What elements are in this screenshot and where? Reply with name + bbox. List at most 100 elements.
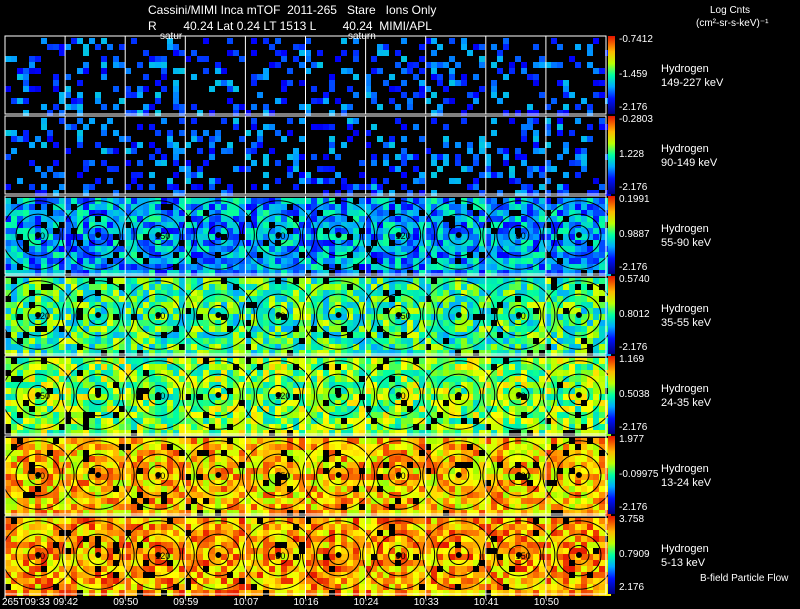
- contour-ring: [15, 293, 61, 337]
- panel-species-label: Hydrogen: [661, 543, 709, 555]
- contour-ring: [496, 213, 542, 257]
- colorbar-min-label: -2.176: [619, 102, 648, 113]
- colorbar-mid-label: 1.228: [619, 149, 645, 160]
- colorbar-mid-label: -1.459: [619, 69, 648, 80]
- contour-ring: [181, 200, 255, 270]
- colorbar-min-label: -2.176: [619, 262, 648, 273]
- contour-label: 60: [155, 391, 165, 401]
- colorbar-max-label: 0.1991: [619, 194, 650, 205]
- colorbar-3: [608, 196, 615, 274]
- time-tick-label: 09:50: [113, 597, 139, 608]
- contour-ring: [87, 545, 109, 565]
- time-tick-label: 10:24: [353, 597, 379, 608]
- contour-ring: [316, 293, 362, 337]
- flow-center-dot: [35, 232, 42, 238]
- contour-ring: [362, 520, 436, 590]
- contour-ring: [135, 373, 181, 417]
- contour-ring: [1, 200, 75, 270]
- contour-ring: [422, 520, 496, 590]
- contour-ring: [147, 225, 169, 245]
- contour-ring: [362, 440, 436, 510]
- contour-label: 120: [275, 391, 290, 401]
- contour-label: 30: [275, 551, 285, 561]
- contour-ring: [241, 280, 315, 350]
- contour-ring: [255, 373, 301, 417]
- flow-center-dot: [395, 232, 402, 238]
- contour-ring: [482, 520, 556, 590]
- contour-ring: [316, 213, 362, 257]
- contour-label: 150: [155, 231, 170, 241]
- contour-label: 150: [516, 551, 531, 561]
- flow-center-dot: [395, 552, 402, 558]
- colorbar-5: [608, 356, 615, 434]
- contour-ring: [27, 225, 49, 245]
- contour-ring: [255, 213, 301, 257]
- contour-ring: [448, 225, 470, 245]
- units-label: Log Cnts: [710, 5, 751, 16]
- colorbar-1: [608, 36, 615, 114]
- contour-ring: [1, 280, 75, 350]
- panel-energy-label: 5-13 keV: [661, 557, 706, 569]
- contour-ring: [508, 545, 530, 565]
- contour-ring: [568, 465, 590, 485]
- contour-ring: [376, 213, 422, 257]
- contour-ring: [147, 385, 169, 405]
- time-tick-label: 265T09:33: [2, 597, 50, 608]
- contour-ring: [267, 305, 289, 325]
- contour-ring: [207, 385, 229, 405]
- flow-center-dot: [395, 472, 402, 478]
- flow-center-dot: [275, 472, 282, 478]
- contour-ring: [267, 465, 289, 485]
- flow-center-dot: [95, 392, 102, 398]
- contour-ring: [436, 293, 482, 337]
- contour-ring: [496, 453, 542, 497]
- time-tick-label: 10:16: [293, 597, 319, 608]
- contour-ring: [135, 453, 181, 497]
- units-sublabel: (cm²-sr-s-keV)⁻¹: [696, 18, 769, 29]
- flow-center-dot: [335, 232, 342, 238]
- panel-species-label: Hydrogen: [661, 303, 709, 315]
- contour-ring: [302, 280, 376, 350]
- contour-ring: [135, 293, 181, 337]
- colorbar-max-label: -0.2803: [619, 114, 653, 125]
- contour-ring: [241, 360, 315, 430]
- contour-ring: [241, 440, 315, 510]
- contour-ring: [436, 453, 482, 497]
- colorbar-mid-label: 0.9887: [619, 229, 650, 240]
- contour-ring: [556, 373, 602, 417]
- contour-ring: [135, 533, 181, 577]
- flow-center-dot: [455, 472, 462, 478]
- contour-ring: [241, 200, 315, 270]
- contour-label: 90: [275, 311, 285, 321]
- contour-ring: [195, 533, 241, 577]
- contour-ring: [448, 305, 470, 325]
- contour-ring: [362, 280, 436, 350]
- contour-label: 60: [35, 551, 45, 561]
- contour-ring: [121, 520, 195, 590]
- colorbar-max-label: 1.977: [619, 434, 645, 445]
- panel-energy-label: 24-35 keV: [661, 397, 712, 409]
- contour-ring: [556, 533, 602, 577]
- contour-ring: [422, 440, 496, 510]
- contour-ring: [207, 225, 229, 245]
- colorbar-max-label: 1.169: [619, 354, 645, 365]
- contour-ring: [376, 373, 422, 417]
- flow-center-dot: [215, 232, 222, 238]
- contour-ring: [61, 280, 135, 350]
- contour-ring: [267, 545, 289, 565]
- flow-center-dot: [395, 392, 402, 398]
- panel-energy-label: 90-149 keV: [661, 157, 718, 169]
- contour-label: 60: [396, 471, 406, 481]
- flow-center-dot: [275, 232, 282, 238]
- contour-label: 90: [35, 231, 45, 241]
- contour-ring: [195, 213, 241, 257]
- flow-center-dot: [35, 392, 42, 398]
- contour-ring: [87, 225, 109, 245]
- contour-ring: [448, 465, 470, 485]
- saturn-label-left: satur: [160, 31, 183, 42]
- contour-label: 90: [516, 391, 526, 401]
- flow-center-dot: [215, 552, 222, 558]
- flow-center-dot: [215, 312, 222, 318]
- colorbar-4: [608, 276, 615, 354]
- flow-center-dot: [155, 312, 162, 318]
